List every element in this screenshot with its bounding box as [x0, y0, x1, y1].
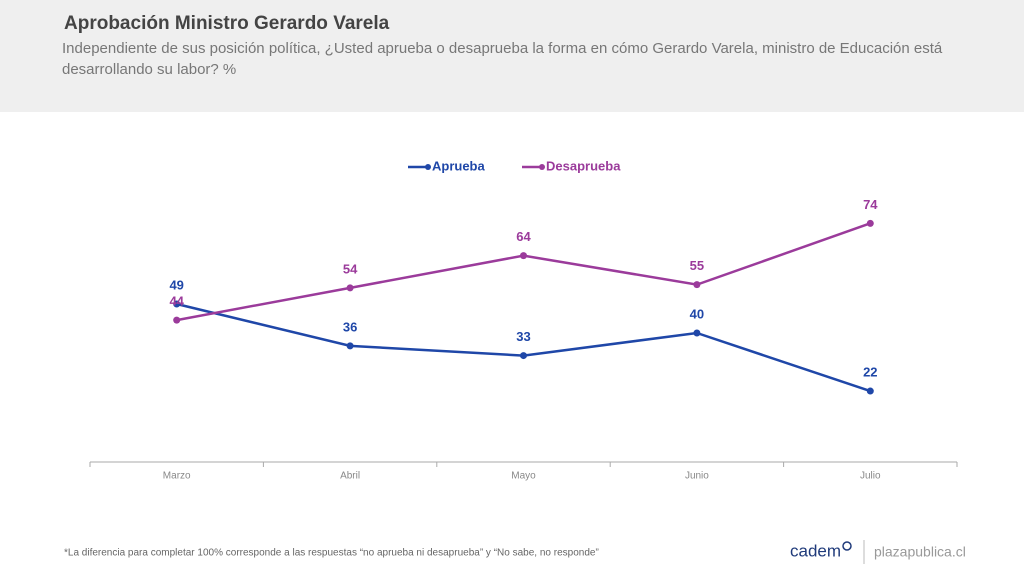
- point: [693, 281, 701, 289]
- point: [520, 252, 527, 260]
- header-band: [0, 0, 1024, 112]
- site: plazapublica.cl: [874, 544, 966, 560]
- subtitle: Independiente de sus posición política, …: [62, 40, 943, 78]
- value-label: 54: [343, 261, 358, 276]
- value-label: 74: [863, 197, 878, 212]
- point: [173, 316, 181, 324]
- point: [866, 219, 874, 227]
- value-label: 33: [516, 329, 530, 344]
- brand-icon: [842, 541, 852, 551]
- legend-label: Aprueba: [432, 158, 486, 173]
- subtitle-box: Independiente de sus posición política, …: [62, 40, 943, 78]
- point: [346, 284, 354, 292]
- x-tick-label: Marzo: [163, 471, 191, 482]
- x-tick-label: Abril: [340, 471, 360, 482]
- value-label: 55: [690, 258, 704, 273]
- x-tick-label: Mayo: [511, 471, 536, 482]
- point: [346, 342, 354, 350]
- point: [520, 352, 527, 360]
- legend-dot: [539, 164, 545, 170]
- value-label: 44: [169, 294, 184, 309]
- point: [866, 387, 874, 395]
- legend-label: Desaprueba: [546, 158, 621, 173]
- value-label: 22: [863, 364, 877, 379]
- value-label: 49: [169, 277, 183, 292]
- value-label: 36: [343, 319, 357, 334]
- legend-dot: [425, 164, 431, 170]
- point: [173, 300, 181, 308]
- brand: cadem: [790, 541, 841, 560]
- footnote: *La diferencia para completar 100% corre…: [64, 548, 599, 559]
- x-tick-label: Julio: [860, 471, 881, 482]
- series-line: [176, 302, 871, 393]
- value-label: 64: [516, 229, 531, 244]
- title: Aprobación Ministro Gerardo Varela: [64, 13, 390, 34]
- value-label: 40: [690, 306, 704, 321]
- point: [693, 329, 701, 337]
- x-tick-label: Junio: [685, 471, 709, 482]
